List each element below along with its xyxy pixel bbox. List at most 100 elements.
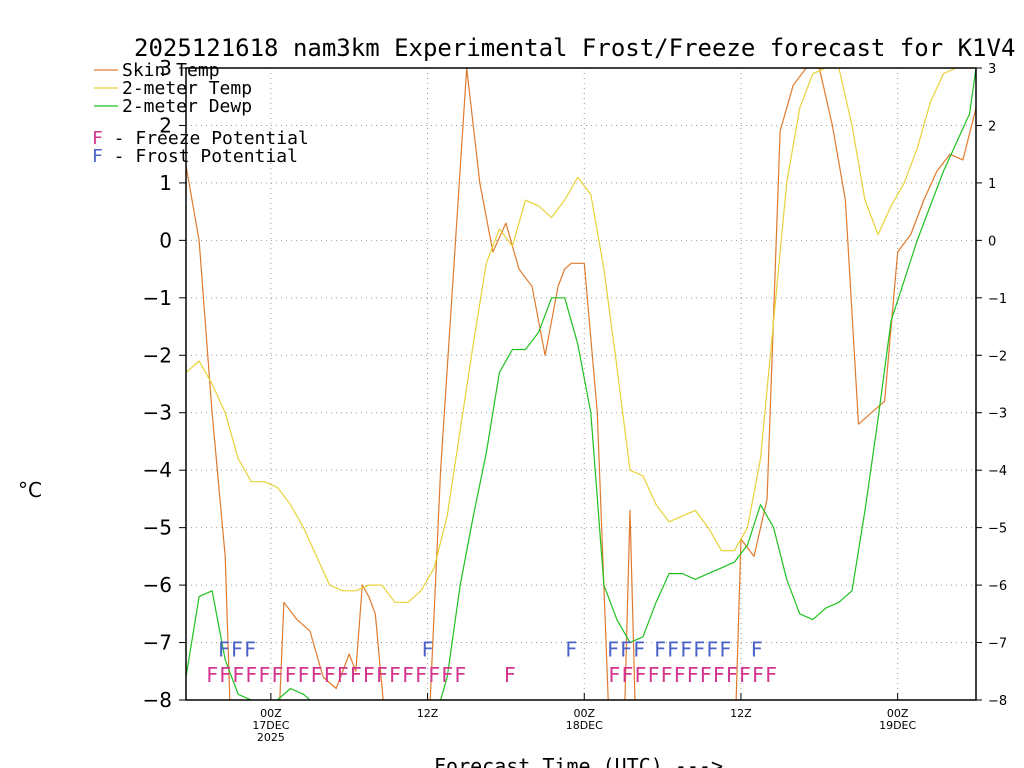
frost-marker: F — [231, 637, 243, 661]
legend-marker-label: F - Freeze Potential — [92, 128, 309, 149]
freeze-marker: F — [297, 663, 309, 687]
freeze-marker: F — [350, 663, 362, 687]
freeze-marker: F — [621, 663, 633, 687]
y-tick-label-left: −1 — [143, 286, 172, 310]
freeze-marker: F — [765, 663, 777, 687]
frost-marker: F — [422, 637, 434, 661]
frost-marker: F — [565, 637, 577, 661]
y-tick-label-left: 1 — [159, 171, 172, 195]
y-tick-label-right: −4 — [988, 464, 1007, 479]
freeze-marker: F — [271, 663, 283, 687]
freeze-marker: F — [752, 663, 764, 687]
y-tick-label-right: 0 — [988, 234, 996, 249]
y-tick-label-left: −5 — [143, 516, 172, 540]
skin-temp-line — [186, 68, 976, 700]
freeze-marker: F — [700, 663, 712, 687]
freeze-marker: F — [232, 663, 244, 687]
freeze-marker: F — [454, 663, 466, 687]
y-tick-label-left: −7 — [143, 631, 172, 655]
freeze-marker: F — [389, 663, 401, 687]
x-tick-label: 00Z — [260, 707, 282, 720]
y-tick-label-right: −8 — [988, 694, 1007, 709]
frost-marker: F — [706, 637, 718, 661]
y-tick-label-right: −2 — [988, 349, 1007, 364]
frost-marker: F — [607, 637, 619, 661]
plot-frame — [185, 67, 977, 701]
freeze-marker: F — [441, 663, 453, 687]
y-tick-label-right: −6 — [988, 579, 1007, 594]
legend-label: 2-meter Temp — [122, 78, 252, 99]
legend-marker-text: - Freeze Potential — [103, 128, 309, 149]
legend-marker-label: F - Frost Potential — [92, 146, 298, 167]
frost-marker: F — [719, 637, 731, 661]
x-tick-label: 2025 — [257, 731, 285, 744]
y-tick-label-left: −6 — [143, 573, 172, 597]
freeze-marker: F — [258, 663, 270, 687]
x-tick-label: 00Z — [887, 707, 909, 720]
y-tick-label-right: −7 — [988, 637, 1007, 652]
y-tick-label-left: 3 — [159, 56, 172, 80]
freeze-marker: F — [402, 663, 414, 687]
legend-marker-text: - Frost Potential — [103, 146, 298, 167]
frost-marker: F — [218, 637, 230, 661]
x-tick-label: 00Z — [573, 707, 595, 720]
y-tick-label-left: −3 — [143, 401, 172, 425]
freeze-marker: F — [687, 663, 699, 687]
y-tick-label-left: 2 — [159, 113, 172, 137]
frost-marker: F — [693, 637, 705, 661]
freeze-marker: F — [726, 663, 738, 687]
y-tick-label-left: −2 — [143, 343, 172, 367]
y-tick-label-right: −3 — [988, 407, 1007, 422]
x-tick-label: 12Z — [417, 707, 439, 720]
freeze-marker: F — [337, 663, 349, 687]
freeze-marker: F — [504, 663, 516, 687]
y-tick-label-right: −1 — [988, 292, 1007, 307]
frost-marker: F — [633, 637, 645, 661]
y-tick-label-right: −5 — [988, 522, 1007, 537]
2-meter-dewp-line — [186, 68, 976, 700]
freeze-marker: F — [324, 663, 336, 687]
freeze-marker: F — [428, 663, 440, 687]
y-tick-label-right: 3 — [988, 62, 996, 77]
frost-marker: F — [680, 637, 692, 661]
gridlines — [186, 68, 976, 700]
legend-marker-glyph: F — [92, 128, 103, 149]
chart-title: 2025121618 nam3km Experimental Frost/Fre… — [134, 34, 1015, 62]
y-tick-label-left: 0 — [159, 228, 172, 252]
freeze-marker: F — [634, 663, 646, 687]
freeze-marker: F — [674, 663, 686, 687]
2-meter-temp-line — [186, 68, 976, 603]
y-tick-label-right: 2 — [988, 119, 996, 134]
x-tick-label: 12Z — [730, 707, 752, 720]
potential-markers: F F F F F F F F F F F F F F FF F F F F F F F F F F F F F F F F F F F F F F F F… — [206, 637, 777, 687]
frost-marker: F — [751, 637, 763, 661]
freeze-marker: F — [713, 663, 725, 687]
freeze-marker: F — [206, 663, 218, 687]
legend-label: Skin Temp — [122, 60, 220, 81]
y-tick-label-left: −8 — [143, 688, 172, 712]
frost-marker: F — [620, 637, 632, 661]
frost-marker: F — [244, 637, 256, 661]
x-tick-label: 17DEC — [252, 719, 289, 732]
freeze-marker: F — [311, 663, 323, 687]
y-axis-label: °C — [18, 478, 42, 502]
freeze-marker: F — [415, 663, 427, 687]
x-tick-label: 19DEC — [879, 719, 916, 732]
freeze-marker: F — [376, 663, 388, 687]
series-layer — [186, 68, 976, 700]
freeze-marker: F — [284, 663, 296, 687]
x-tick-label: 18DEC — [566, 719, 603, 732]
x-axis-label: Forecast Time (UTC) ---> — [434, 754, 723, 768]
freeze-marker: F — [647, 663, 659, 687]
freeze-marker: F — [363, 663, 375, 687]
legend-label: 2-meter Dewp — [122, 96, 252, 117]
freeze-marker: F — [608, 663, 620, 687]
y-tick-label-left: −4 — [143, 458, 172, 482]
freeze-marker: F — [219, 663, 231, 687]
y-tick-label-right: 1 — [988, 177, 996, 192]
freeze-marker: F — [661, 663, 673, 687]
frost-marker: F — [654, 637, 666, 661]
